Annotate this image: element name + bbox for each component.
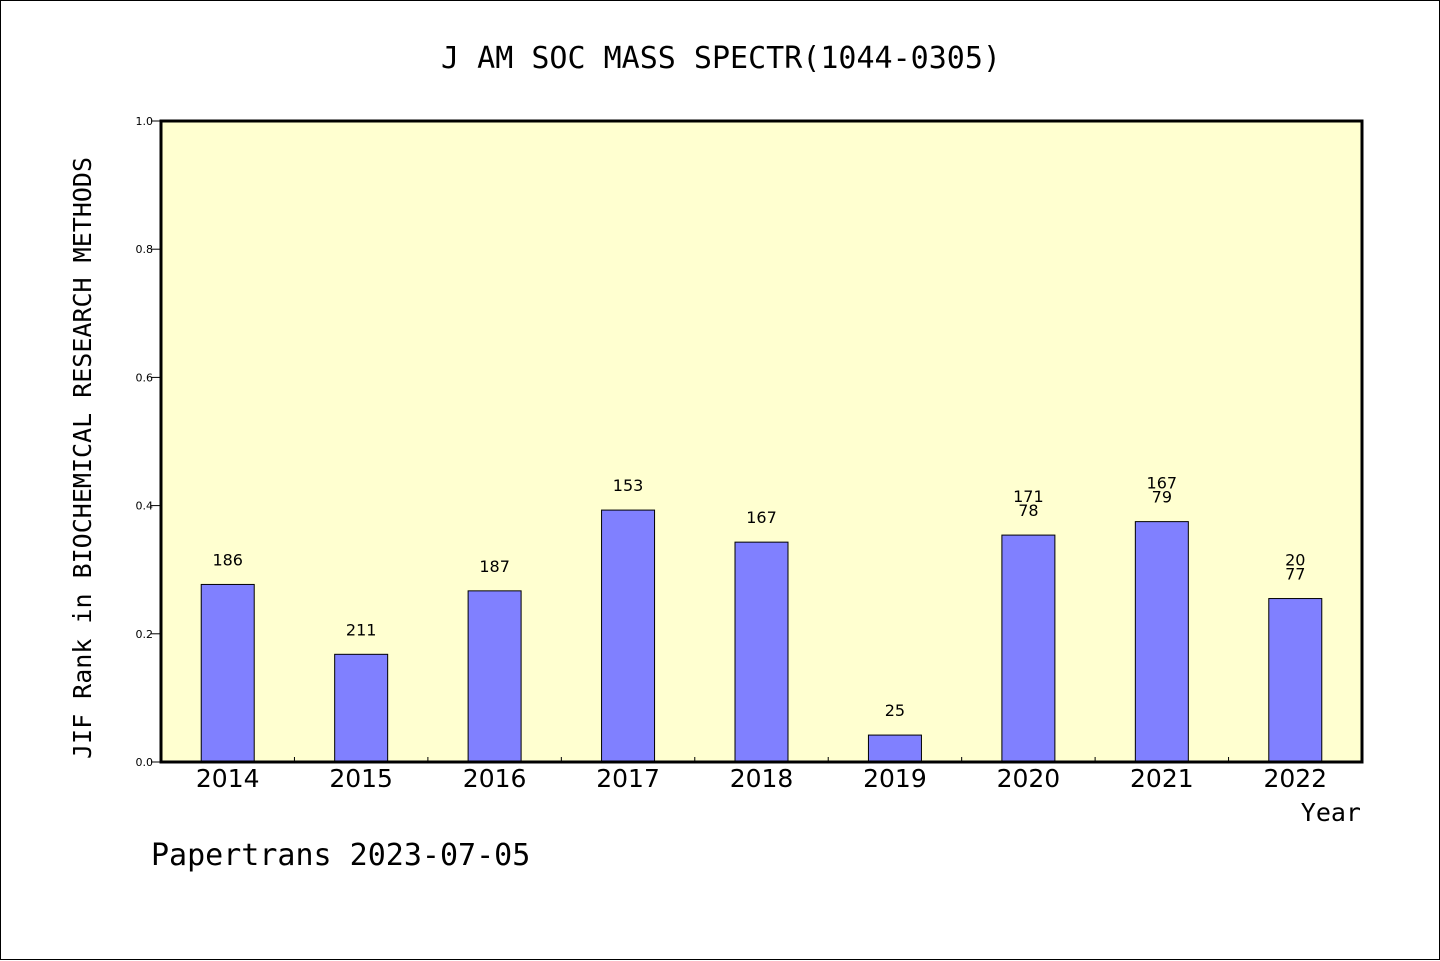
data-label: 25 bbox=[885, 701, 905, 720]
data-label: 211 bbox=[346, 620, 377, 639]
data-label: 153 bbox=[613, 476, 644, 495]
bar-2020 bbox=[1001, 534, 1056, 763]
x-tick-label: 2015 bbox=[329, 764, 393, 793]
x-tick-label: 2019 bbox=[863, 764, 927, 793]
x-tick-label: 2014 bbox=[196, 764, 260, 793]
x-tick-label: 2018 bbox=[730, 764, 794, 793]
footer-text: Papertrans 2023-07-05 bbox=[151, 838, 530, 873]
data-label: 20 bbox=[1285, 551, 1305, 570]
data-label: 79 bbox=[1152, 488, 1172, 507]
bar-2015 bbox=[334, 653, 389, 763]
data-label: 77 bbox=[1285, 565, 1305, 584]
bar-2017 bbox=[601, 509, 656, 763]
bar-2016 bbox=[467, 590, 522, 763]
data-label: 167 bbox=[1147, 474, 1178, 493]
data-label: 186 bbox=[212, 550, 243, 569]
bar-2019 bbox=[867, 734, 922, 763]
bar-2021 bbox=[1134, 521, 1189, 763]
ticks-layer: 0.0 0.2 0.4 0.6 0.8 1.0 2014 2015 2016 2017 2018 20… bbox=[136, 115, 1328, 793]
y-tick-label: 1.0 bbox=[136, 115, 154, 128]
x-axis-label: Year bbox=[1301, 798, 1361, 827]
bar-2018 bbox=[734, 541, 789, 763]
y-tick-label: 0.2 bbox=[136, 628, 154, 641]
y-tick-label: 0.8 bbox=[136, 243, 154, 256]
data-label: 78 bbox=[1018, 501, 1038, 520]
y-tick-label: 0.0 bbox=[136, 756, 154, 769]
y-axis-label: JIF Rank in BIOCHEMICAL RESEARCH METHODS bbox=[68, 157, 97, 759]
y-tick-label: 0.4 bbox=[136, 500, 154, 513]
data-label: 167 bbox=[746, 508, 777, 527]
bars-layer bbox=[200, 509, 1323, 763]
bar-2014 bbox=[200, 583, 255, 763]
x-tick-label: 2016 bbox=[463, 764, 527, 793]
chart-title: J AM SOC MASS SPECTR(1044-0305) bbox=[441, 41, 1001, 76]
x-tick-label: 2022 bbox=[1263, 764, 1327, 793]
x-tick-label: 2020 bbox=[997, 764, 1061, 793]
x-tick-label: 2017 bbox=[596, 764, 660, 793]
data-label: 171 bbox=[1013, 487, 1044, 506]
y-tick-label: 0.6 bbox=[136, 371, 154, 384]
x-tick-label: 2021 bbox=[1130, 764, 1194, 793]
data-label: 187 bbox=[479, 557, 510, 576]
bar-2022 bbox=[1268, 598, 1323, 763]
plot-border bbox=[159, 119, 1364, 764]
